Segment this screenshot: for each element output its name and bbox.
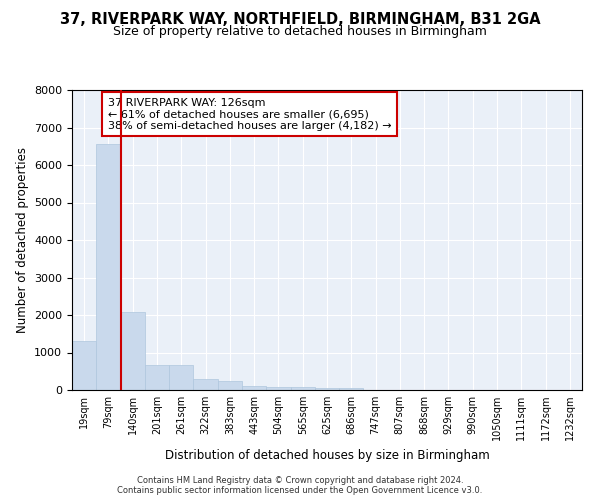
Bar [145,365,169,390]
Bar [72,341,96,390]
Bar [121,312,145,390]
Bar [96,144,121,390]
X-axis label: Distribution of detached houses by size in Birmingham: Distribution of detached houses by size … [164,448,490,462]
Text: 37 RIVERPARK WAY: 126sqm
← 61% of detached houses are smaller (6,695)
38% of sem: 37 RIVERPARK WAY: 126sqm ← 61% of detach… [108,98,391,130]
Text: 37, RIVERPARK WAY, NORTHFIELD, BIRMINGHAM, B31 2GA: 37, RIVERPARK WAY, NORTHFIELD, BIRMINGHA… [59,12,541,28]
Y-axis label: Number of detached properties: Number of detached properties [16,147,29,333]
Bar [290,388,315,390]
Bar [218,380,242,390]
Bar [169,365,193,390]
Bar [193,379,218,390]
Text: Size of property relative to detached houses in Birmingham: Size of property relative to detached ho… [113,25,487,38]
Bar [242,386,266,390]
Bar [339,388,364,390]
Text: Contains public sector information licensed under the Open Government Licence v3: Contains public sector information licen… [118,486,482,495]
Text: Contains HM Land Registry data © Crown copyright and database right 2024.: Contains HM Land Registry data © Crown c… [137,476,463,485]
Bar [266,386,290,390]
Bar [315,388,339,390]
